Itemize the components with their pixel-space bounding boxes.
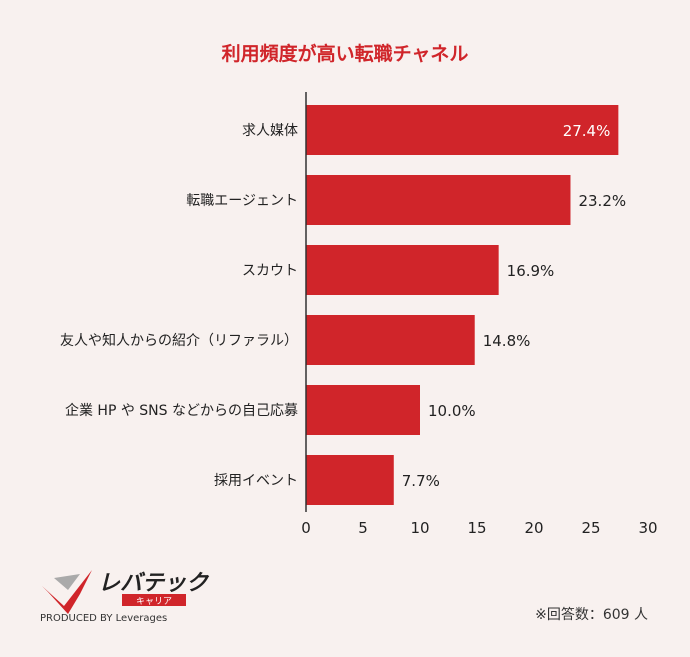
value-label-2: 16.9% [507,262,555,280]
value-label-5: 7.7% [402,472,440,490]
value-label-4: 10.0% [428,402,476,420]
chart-title: 利用頻度が高い転職チャネル [222,42,469,65]
bar-1 [306,175,571,225]
value-label-3: 14.8% [483,332,531,350]
x-tick-label-5: 25 [581,519,600,537]
logo-brand: レバテック [98,571,210,596]
category-label-0: 求人媒体 [242,123,298,139]
bar-5 [306,455,394,505]
levtech-career-logo: レバテック キャリア PRODUCED BY Leverages [40,570,210,624]
bar-2 [306,245,499,295]
logo-produced: PRODUCED BY Leverages [40,613,167,624]
category-label-3: 友人や知人からの紹介（リファラル） [60,332,298,349]
x-tick-label-2: 10 [410,519,429,537]
logo-mark [42,570,92,614]
x-tick-label-1: 5 [358,519,368,537]
value-label-0: 27.4% [563,122,611,140]
category-label-2: スカウト [242,263,298,279]
bar-0 [306,105,619,155]
category-label-5: 採用イベント [214,473,298,489]
category-label-4: 企業 HP や SNS などからの自己応募 [65,402,298,419]
x-tick-label-6: 30 [638,519,657,537]
bar-4 [306,385,420,435]
respondent-note: ※回答数：609 人 [535,607,648,623]
logo-sub: キャリア [136,597,172,607]
category-label-1: 転職エージェント [186,193,298,209]
x-tick-label-3: 15 [467,519,486,537]
x-tick-label-4: 20 [524,519,543,537]
value-label-1: 23.2% [578,192,626,210]
x-tick-label-0: 0 [301,519,311,537]
bar-3 [306,315,475,365]
